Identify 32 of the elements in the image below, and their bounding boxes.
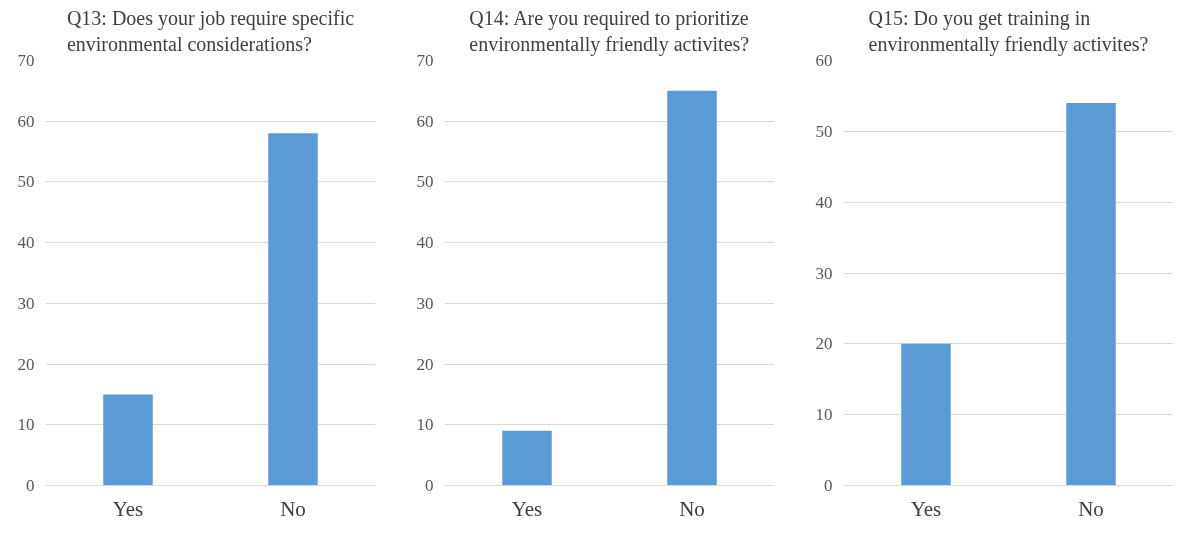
y-tick-label: 30 (17, 293, 35, 313)
y-tick-label: 0 (824, 476, 833, 495)
x-tick-label: No (1078, 496, 1104, 521)
y-tick-label: 10 (17, 415, 35, 435)
x-tick-label: Yes (112, 496, 144, 521)
y-tick-label: 70 (416, 51, 434, 70)
y-tick-label: 40 (815, 192, 833, 212)
chart-title: Q15: Do you get training in environmentally friendly activites? (868, 7, 1149, 57)
chart-title: Q13: Does your job require specific environmental considerations? (66, 7, 355, 56)
y-tick-label: 50 (416, 172, 434, 192)
y-tick-label: 0 (26, 476, 35, 495)
y-tick-label: 70 (17, 51, 35, 70)
y-tick-label: 40 (17, 233, 35, 253)
y-tick-label: 30 (416, 293, 434, 313)
y-tick-label: 0 (425, 476, 434, 495)
y-tick-label: 30 (815, 263, 833, 283)
y-tick-label: 20 (416, 354, 434, 374)
y-tick-label: 20 (815, 334, 833, 354)
y-tick-label: 60 (416, 111, 434, 131)
y-tick-label: 10 (416, 415, 434, 435)
y-tick-label: 50 (815, 121, 833, 141)
x-tick-label: Yes (910, 496, 942, 521)
x-tick-label: Yes (511, 496, 543, 521)
chart-title: Q14: Are you required to prioritize environmentally friendly activites? (469, 7, 750, 57)
y-tick-label: 10 (815, 405, 833, 425)
y-tick-label: 50 (17, 172, 35, 192)
y-tick-label: 40 (416, 233, 434, 253)
y-tick-label: 60 (815, 51, 833, 70)
y-tick-label: 60 (17, 111, 35, 131)
y-tick-label: 20 (17, 354, 35, 374)
x-tick-label: No (679, 496, 705, 521)
x-tick-label: No (280, 496, 306, 521)
